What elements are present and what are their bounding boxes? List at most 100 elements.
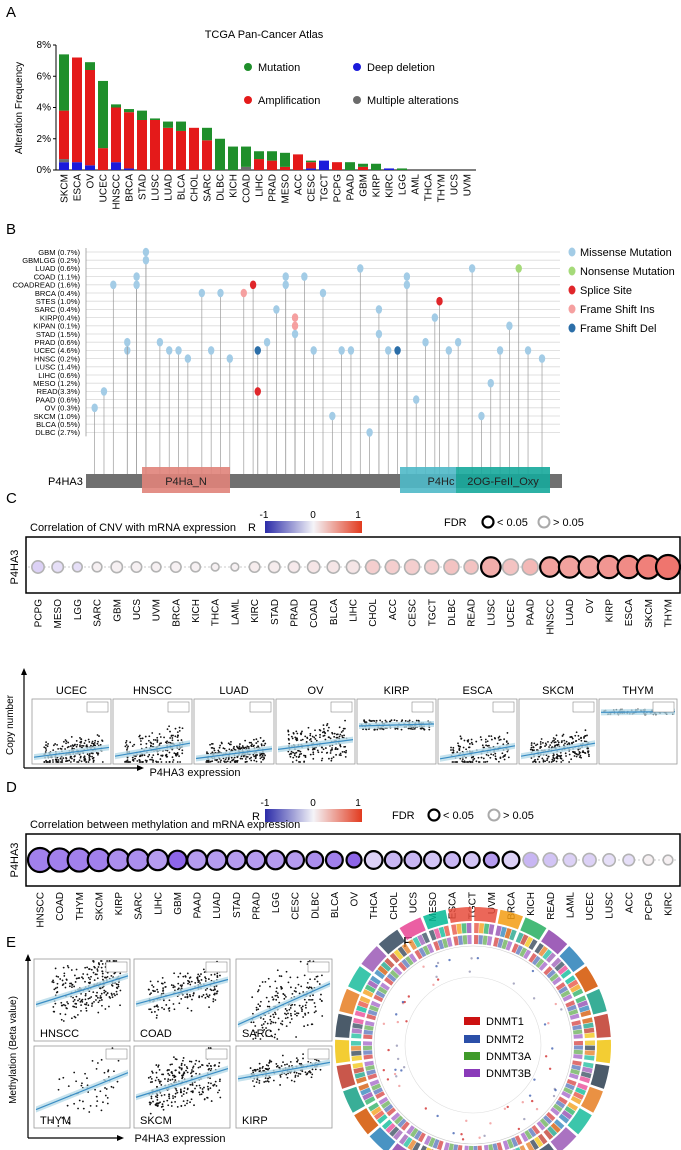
circos-dnmt-segment bbox=[493, 937, 500, 947]
scatter-point bbox=[101, 963, 104, 965]
scatter-point bbox=[98, 735, 100, 737]
circos-gene-segment bbox=[582, 1062, 594, 1069]
bubble-LIHC bbox=[146, 848, 170, 872]
scatter-point bbox=[76, 743, 79, 746]
panel-label-c: C bbox=[6, 490, 17, 507]
scatter-point bbox=[210, 989, 213, 992]
scatter-point bbox=[69, 982, 71, 985]
scatter-point bbox=[67, 966, 70, 969]
scatter-point bbox=[102, 1101, 104, 1104]
circos-dnmt-segment bbox=[478, 935, 484, 945]
scatter-point bbox=[158, 1068, 161, 1071]
circos-gene-segment bbox=[580, 1010, 592, 1018]
bubble-CHOL bbox=[364, 559, 381, 575]
scatter-point bbox=[76, 761, 79, 763]
scatter-point bbox=[185, 1065, 188, 1068]
scatter-point bbox=[568, 761, 571, 763]
scatter-point bbox=[559, 755, 562, 758]
scatter-point bbox=[80, 1004, 83, 1007]
scatter-point bbox=[311, 1068, 314, 1071]
circos-gene-segment bbox=[557, 965, 569, 975]
lollipop-head bbox=[110, 280, 117, 290]
circos-gene-segment bbox=[417, 934, 426, 946]
circos-dnmt-segment bbox=[566, 1078, 577, 1086]
scatter-point bbox=[321, 757, 324, 760]
circos-gene-segment bbox=[380, 961, 392, 972]
circos-gene-segment bbox=[583, 1022, 594, 1029]
lollipop-head bbox=[198, 288, 206, 298]
scatter-point bbox=[85, 761, 87, 763]
scatter-point bbox=[335, 753, 337, 756]
circos-point bbox=[448, 958, 451, 962]
panel-label-f: F bbox=[403, 934, 412, 951]
scatter-point bbox=[111, 996, 114, 999]
scatter-point bbox=[578, 756, 581, 758]
scatter-point bbox=[338, 726, 341, 729]
circos-point bbox=[460, 1132, 463, 1136]
scatter-point bbox=[258, 1082, 261, 1084]
scatter-point bbox=[145, 742, 148, 745]
circos-dnmt-segment bbox=[400, 1121, 410, 1131]
circos-gene-segment bbox=[488, 924, 495, 935]
circos-dnmt-segment bbox=[561, 1090, 572, 1099]
scatter-point bbox=[212, 1084, 215, 1087]
scatter-point bbox=[571, 736, 573, 739]
chart-f-circos bbox=[335, 907, 611, 1150]
circos-gene-segment bbox=[564, 1106, 576, 1116]
scatter-point bbox=[52, 761, 54, 763]
regression-line bbox=[35, 1072, 129, 1111]
circos-dnmt-segment bbox=[364, 1020, 375, 1027]
row-label: OV (0.3%) bbox=[45, 404, 81, 413]
scatter-point bbox=[407, 727, 410, 730]
lollipop-head bbox=[207, 346, 215, 355]
x-tick-label: STAD bbox=[270, 599, 281, 625]
scatter-point bbox=[306, 1024, 309, 1026]
scatter-point bbox=[575, 755, 578, 758]
circos-point bbox=[531, 969, 535, 973]
circos-gene-segment bbox=[364, 984, 376, 994]
scatter-point bbox=[255, 1031, 258, 1034]
scatter-point bbox=[265, 1080, 267, 1083]
chart-d-bubbles bbox=[26, 846, 678, 874]
scatter-point bbox=[109, 997, 112, 999]
scatter-point bbox=[141, 737, 144, 740]
scatter-point bbox=[285, 1073, 288, 1076]
scatter-point bbox=[384, 719, 387, 722]
scatter-point bbox=[119, 1004, 121, 1007]
scatter-point bbox=[252, 1029, 255, 1032]
scatter-point bbox=[176, 761, 179, 763]
scatter-point bbox=[117, 985, 120, 988]
circos-gene-segment bbox=[377, 1114, 388, 1124]
circos-gene-segment bbox=[528, 939, 538, 950]
scatter-point bbox=[156, 739, 159, 742]
scatter-point bbox=[179, 761, 182, 763]
scatter-point bbox=[65, 756, 67, 759]
circos-cancer-segment bbox=[581, 1086, 603, 1113]
scatter-point bbox=[470, 738, 473, 741]
scatter-point bbox=[330, 757, 333, 760]
scatter-point bbox=[54, 758, 57, 761]
scatter-point bbox=[149, 758, 152, 761]
scatter-point bbox=[96, 1062, 99, 1064]
scatter-point bbox=[579, 754, 582, 757]
scatter-point bbox=[452, 749, 455, 752]
scatter-point bbox=[400, 728, 403, 731]
circos-dnmt-segment bbox=[363, 1045, 373, 1051]
scatter-point bbox=[172, 984, 175, 987]
x-tick-label: SARC bbox=[134, 892, 145, 920]
chart-f-legend: DNMT1 DNMT2 DNMT3A DNMT3B bbox=[464, 1016, 532, 1080]
scatter-point bbox=[264, 980, 267, 983]
x-tick-label: PRAD bbox=[289, 599, 300, 627]
scatter-point bbox=[164, 1078, 166, 1080]
scatter-point bbox=[155, 1064, 158, 1066]
scatter-point bbox=[252, 753, 255, 756]
x-tick-label: DLBC bbox=[447, 599, 458, 626]
circos-dnmt-segment bbox=[457, 1144, 463, 1150]
lollipop-head bbox=[124, 337, 131, 347]
scatter-point bbox=[255, 738, 258, 741]
scatter-point bbox=[216, 990, 219, 993]
scatter-point bbox=[532, 761, 534, 763]
circos-dnmt-segment bbox=[373, 994, 384, 1003]
scatter-point bbox=[201, 1064, 203, 1066]
stats-box bbox=[249, 701, 272, 713]
